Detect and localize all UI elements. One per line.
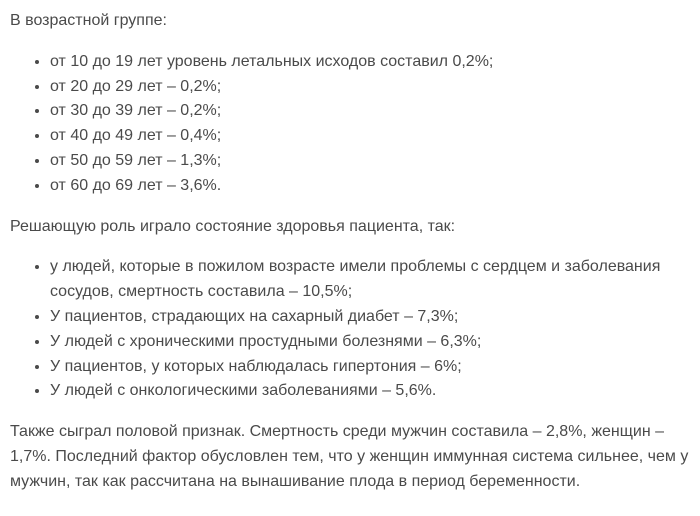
list-item: от 20 до 29 лет – 0,2%; (50, 75, 690, 100)
list-item: У людей с хроническими простудными болез… (50, 330, 690, 355)
list-item: от 10 до 19 лет уровень летальных исходо… (50, 50, 690, 75)
health-section-heading: Решающую роль играло состояние здоровья … (10, 217, 456, 235)
list-item: от 50 до 59 лет – 1,3%; (50, 149, 690, 174)
age-mortality-list: от 10 до 19 лет уровень летальных исходо… (10, 50, 690, 199)
list-item: У пациентов, у которых наблюдалась гипер… (50, 355, 690, 380)
list-item: У пациентов, страдающих на сахарный диаб… (50, 305, 690, 330)
article-body: В возрастной группе: от 10 до 19 лет уро… (10, 9, 690, 495)
health-mortality-list: у людей, которые в пожилом возрасте имел… (10, 255, 690, 404)
list-item: у людей, которые в пожилом возрасте имел… (50, 255, 690, 305)
list-item: У людей с онкологическими заболеваниями … (50, 379, 690, 404)
gender-paragraph: Также сыграл половой признак. Смертность… (10, 423, 689, 490)
list-item: от 30 до 39 лет – 0,2%; (50, 99, 690, 124)
list-item: от 60 до 69 лет – 3,6%. (50, 174, 690, 199)
list-item: от 40 до 49 лет – 0,4%; (50, 124, 690, 149)
age-section-heading: В возрастной группе: (10, 12, 167, 29)
